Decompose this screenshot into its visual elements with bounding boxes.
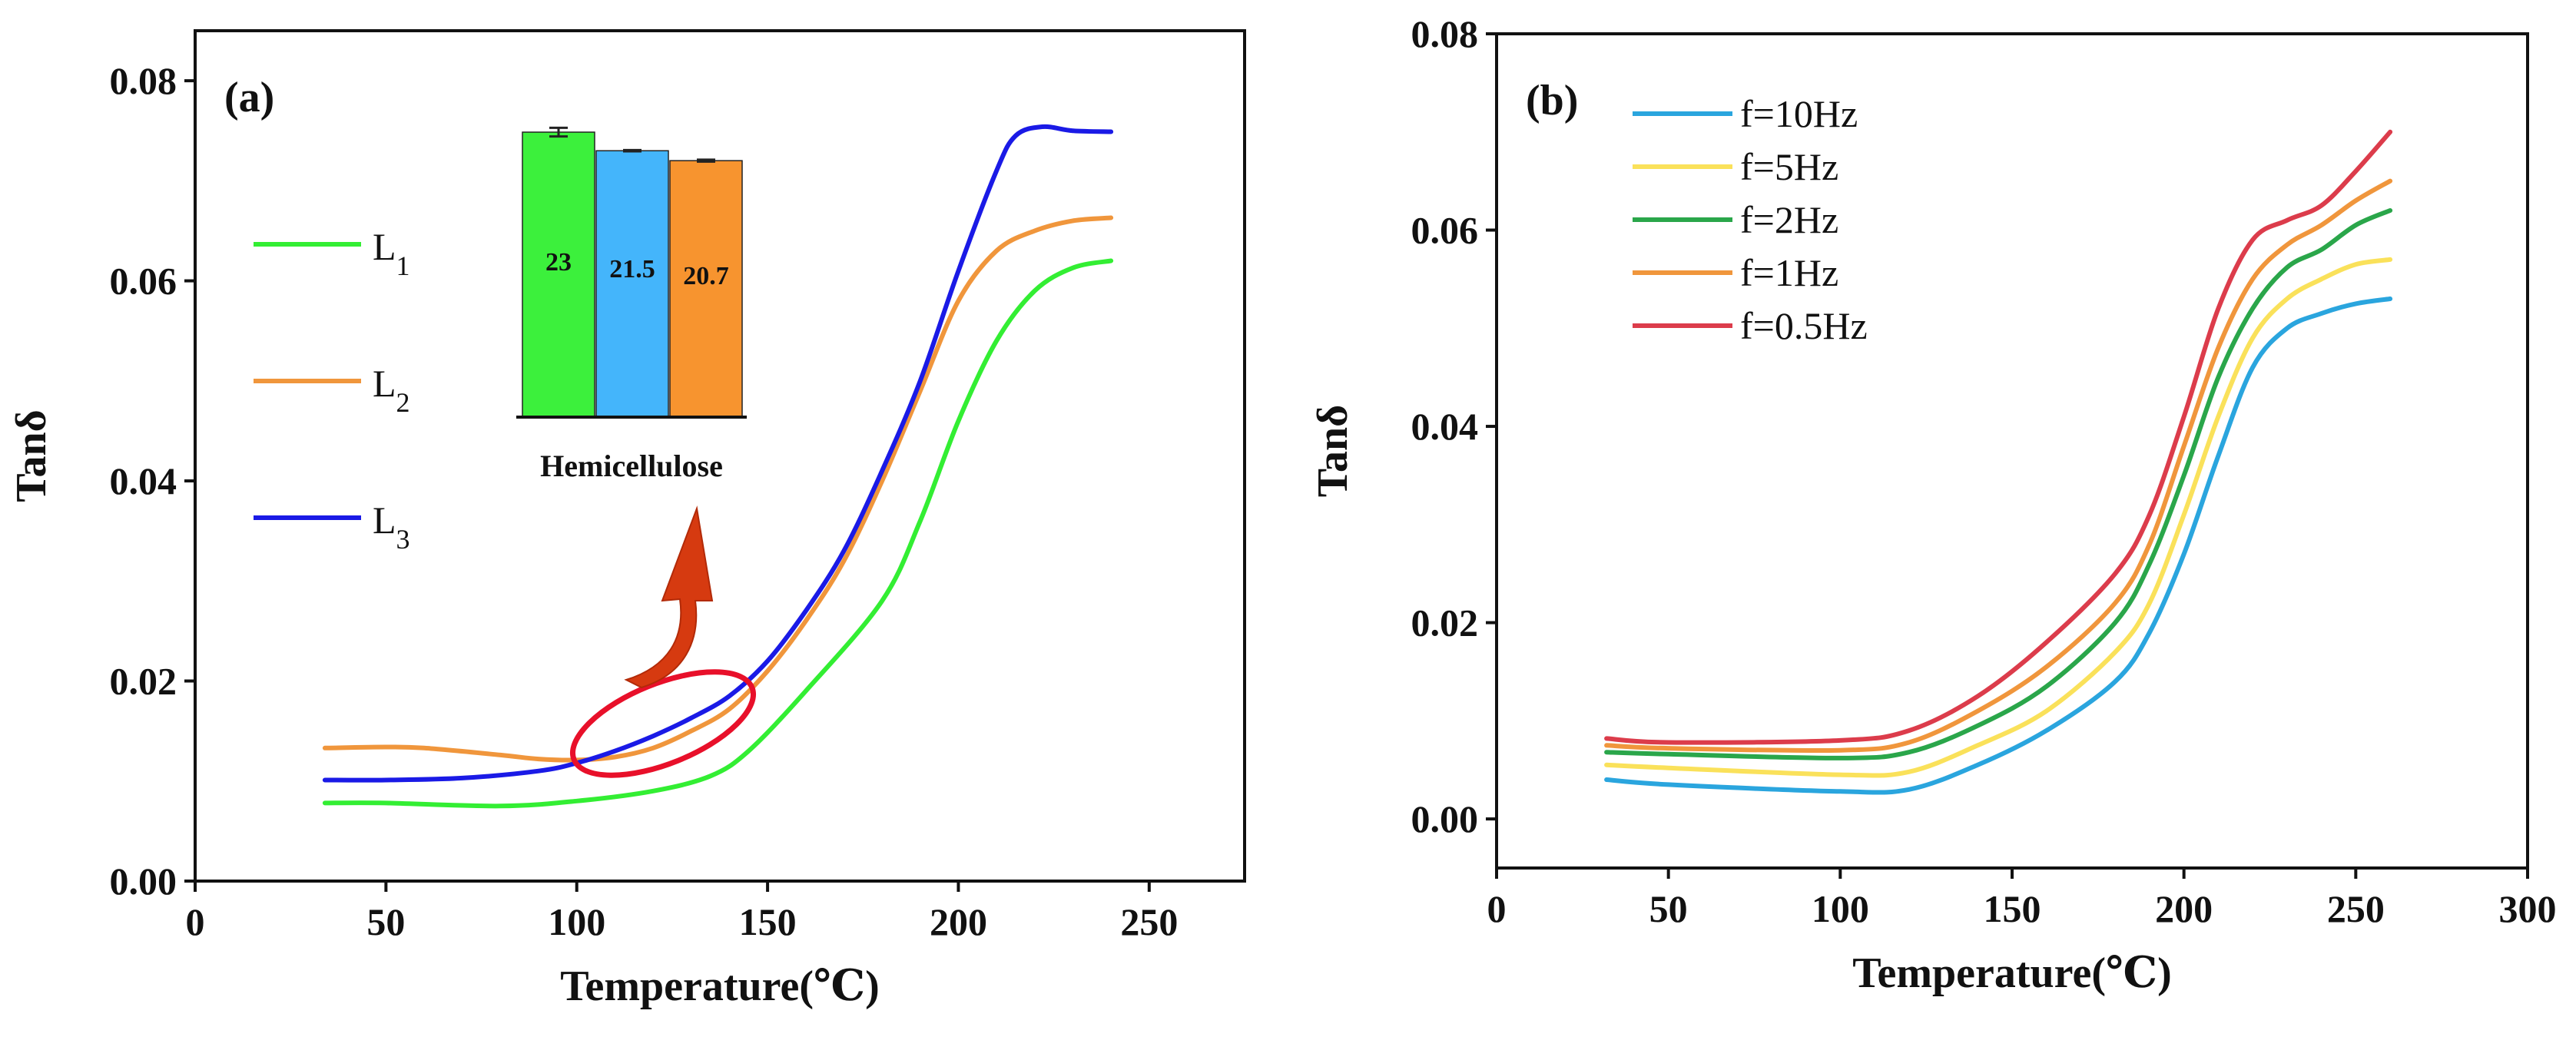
series-line-0 (322, 258, 1114, 809)
legend-label-sub: 2 (396, 387, 410, 418)
panel-a: 0 50 100 150 200 250 0.00 0.02 0.04 0.06 0.08 Tempe… (8, 29, 1246, 1010)
annotation-arrow (624, 505, 714, 689)
inset-bar (669, 160, 743, 418)
legend-label: f=2Hz (1740, 198, 1838, 241)
legend-label: L2 (373, 362, 410, 418)
legend-label-main: L (373, 225, 396, 268)
annotation-ellipse (569, 669, 757, 778)
series-line-4 (1604, 129, 2393, 745)
y-tick-label: 0.04 (1411, 405, 1479, 448)
inset-bar (522, 131, 595, 418)
x-tick-label: 100 (1812, 887, 1869, 930)
series-line-3 (1604, 178, 2393, 754)
y-tick-label: 0.08 (1411, 12, 1479, 55)
legend-label-sub: 3 (396, 524, 410, 555)
x-tick-label: 0 (1487, 887, 1507, 930)
inset-value-label: 20.7 (683, 262, 729, 290)
x-axis-label: Temperature(℃) (1852, 949, 2171, 997)
legend-label: L3 (373, 499, 410, 555)
inset-value-label: 23 (545, 248, 572, 277)
x-tick-label: 50 (366, 900, 405, 943)
inset-value-label: 21.5 (609, 255, 655, 283)
x-tick-label: 50 (1649, 887, 1688, 930)
x-tick-label: 300 (2499, 887, 2557, 930)
x-axis-label: Temperature(℃) (560, 962, 879, 1010)
y-tick-label: 0.04 (110, 459, 177, 502)
series-line-1 (322, 215, 1114, 763)
x-tick-label: 150 (739, 900, 797, 943)
y-tick-label: 0.08 (110, 59, 177, 102)
y-axis-label: Tanδ (8, 409, 55, 502)
x-tick-label: 250 (1120, 900, 1178, 943)
series-line-0 (1604, 297, 2393, 795)
legend-label-sub: 1 (396, 250, 410, 281)
y-tick-label: 0.02 (110, 660, 177, 703)
legend-label: L1 (373, 225, 410, 281)
x-tick-label: 100 (548, 900, 605, 943)
y-axis-label: Tanδ (1309, 405, 1357, 497)
y-tick-label: 0.00 (1411, 797, 1479, 840)
legend-label-main: L (373, 362, 396, 405)
panel-label: (b) (1526, 77, 1578, 124)
x-tick-label: 200 (2155, 887, 2213, 930)
legend-label: f=0.5Hz (1740, 304, 1868, 347)
series-line-2 (1604, 208, 2393, 760)
x-tick-label: 0 (186, 900, 205, 943)
y-tick-label: 0.02 (1411, 601, 1479, 644)
y-tick-label: 0.00 (110, 860, 177, 903)
series-line-1 (1604, 257, 2393, 778)
legend-label: f=1Hz (1740, 251, 1838, 294)
y-tick-label: 0.06 (1411, 209, 1479, 252)
x-tick-label: 150 (1984, 887, 2041, 930)
inset-bar (595, 150, 669, 418)
x-tick-label: 250 (2327, 887, 2385, 930)
legend-label: f=10Hz (1740, 92, 1858, 135)
series-line-2 (322, 124, 1114, 783)
y-tick-label: 0.06 (110, 260, 177, 303)
legend-label: f=5Hz (1740, 145, 1838, 188)
x-tick-label: 200 (930, 900, 987, 943)
legend-label-main: L (373, 499, 396, 542)
plot-frame (194, 29, 1246, 883)
panel-b: 0 50 100 150 200 250 300 0.00 0.02 0.04 0.06 0.08 Te… (1309, 12, 2557, 997)
inset-x-label: Hemicellulose (540, 449, 723, 483)
panel-label: (a) (224, 74, 274, 121)
